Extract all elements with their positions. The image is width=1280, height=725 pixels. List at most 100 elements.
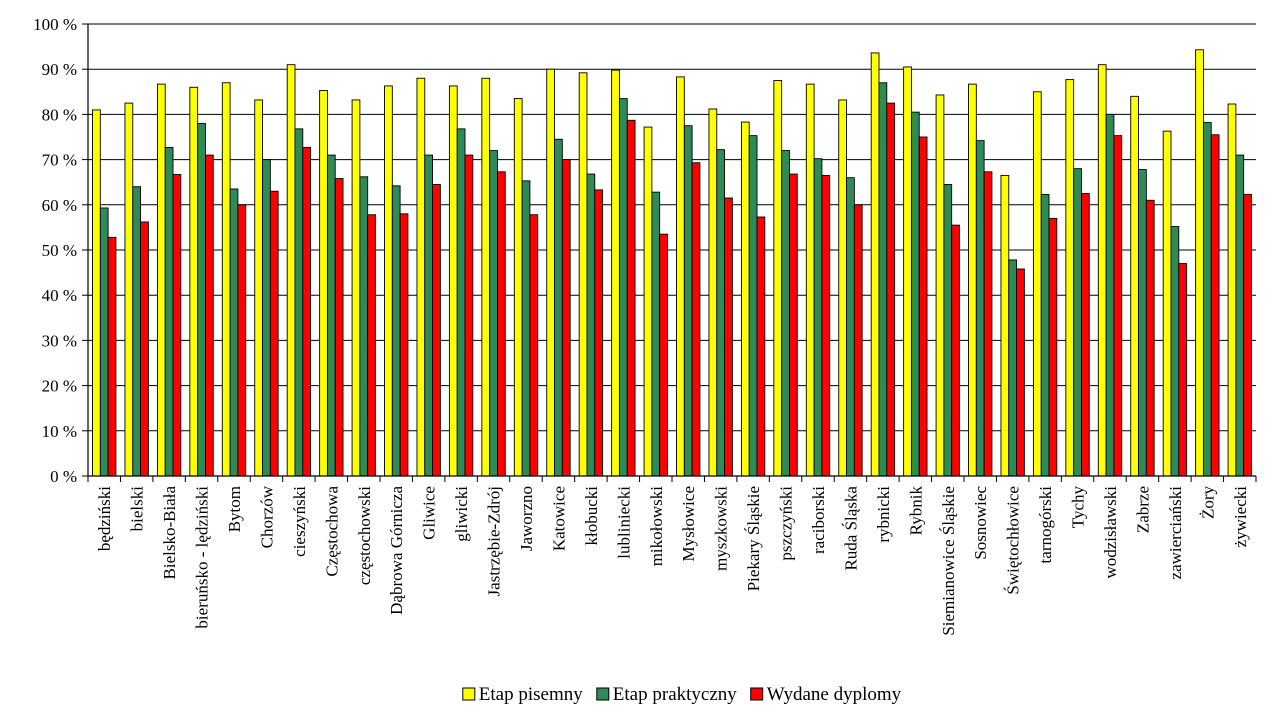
bar <box>870 52 880 477</box>
bar <box>1105 113 1115 477</box>
bar <box>229 188 239 477</box>
y-tick-label: 40 % <box>42 286 77 305</box>
bar <box>1202 122 1212 477</box>
y-tick-label: 20 % <box>42 377 77 396</box>
y-tick-label: 100 % <box>33 15 77 34</box>
bar <box>334 178 344 477</box>
bar <box>262 159 271 477</box>
bar <box>286 64 296 477</box>
bar <box>132 186 142 477</box>
bar <box>1016 268 1025 477</box>
bar <box>626 119 636 477</box>
bar <box>221 82 231 477</box>
bar <box>359 176 369 477</box>
x-tick-label: Ruda Śląska <box>841 486 860 571</box>
bar <box>951 224 960 477</box>
bar <box>172 174 182 477</box>
x-tick-label: Sosnowiec <box>971 486 990 560</box>
x-tick-label: rybnicki <box>874 486 893 543</box>
bar <box>594 189 604 477</box>
bar <box>424 154 434 477</box>
bar <box>416 77 426 477</box>
legend-item: Wydane dyplomy <box>750 684 902 705</box>
legend-swatch <box>462 687 476 701</box>
bar <box>1081 193 1090 477</box>
bar <box>254 99 263 477</box>
bar <box>554 138 563 477</box>
bar <box>1048 217 1058 477</box>
bar <box>391 185 401 477</box>
bar <box>521 180 531 477</box>
x-tick-label: gliwicki <box>452 486 471 542</box>
y-tick-label: 50 % <box>42 241 77 260</box>
bar <box>448 85 458 477</box>
x-tick-label: zawierciański <box>1166 486 1185 580</box>
bar <box>1162 130 1172 477</box>
bar <box>586 173 596 477</box>
bar <box>456 128 466 477</box>
bar <box>789 173 798 477</box>
y-tick-label: 60 % <box>42 196 77 215</box>
bar <box>821 174 831 477</box>
bar <box>691 162 701 477</box>
x-tick-label: Siemianowice Śląskie <box>939 486 958 636</box>
x-tick-label: raciborski <box>809 486 828 554</box>
x-tick-label: Rybnik <box>906 486 925 536</box>
bar <box>1195 49 1204 477</box>
x-tick-label: Tychy <box>1069 486 1088 529</box>
x-tick-label: mikołowski <box>647 486 666 567</box>
x-tick-label: częstochowski <box>355 486 374 585</box>
y-tick-label: 10 % <box>42 422 77 441</box>
x-tick-label: bielski <box>128 486 147 532</box>
bar <box>189 86 199 477</box>
x-tick-label: Mysłowice <box>679 486 698 562</box>
bar <box>756 216 766 477</box>
bar <box>886 102 896 477</box>
bar <box>294 128 304 477</box>
x-tick-label: Katowice <box>549 486 568 551</box>
bar <box>1040 193 1050 477</box>
bar <box>683 125 693 477</box>
y-tick-label: 80 % <box>42 105 77 124</box>
x-tick-label: Chorzów <box>257 485 276 548</box>
bar <box>611 69 620 477</box>
bar <box>99 207 109 477</box>
bar <box>529 214 539 477</box>
y-tick-label: 90 % <box>42 60 77 79</box>
bar <box>1235 154 1245 477</box>
bar <box>838 99 847 477</box>
bar <box>432 184 441 477</box>
bar <box>968 83 977 477</box>
x-tick-label: Świętochłowice <box>1004 486 1023 595</box>
x-tick-label: Jastrzębie-Zdrój <box>485 486 504 596</box>
legend-label: Etap praktyczny <box>613 684 737 705</box>
x-tick-label: tarnogórski <box>1036 486 1055 564</box>
x-tick-label: lubliniecki <box>614 486 633 559</box>
bar <box>92 109 101 477</box>
x-tick-label: bieruńsko - lędziński <box>193 486 212 629</box>
x-tick-label: Zabrze <box>1133 486 1152 533</box>
bar <box>659 233 668 477</box>
bar <box>464 154 474 477</box>
gridlines <box>88 23 1256 432</box>
bar <box>1113 135 1123 477</box>
bar <box>943 184 953 477</box>
bar <box>1227 103 1237 477</box>
bar <box>724 197 733 477</box>
bar <box>326 154 336 477</box>
x-tick-label: wodzisławski <box>1101 486 1120 579</box>
bar <box>918 136 928 477</box>
bar <box>676 76 685 477</box>
bar <box>578 72 588 477</box>
bar <box>546 68 555 477</box>
bars <box>92 49 1252 477</box>
bar <box>651 191 661 477</box>
bar <box>489 150 498 477</box>
bar <box>481 77 491 477</box>
bar <box>197 122 206 477</box>
legend-item: Etap pisemny <box>462 684 583 705</box>
bar <box>1032 91 1042 477</box>
bar <box>1170 226 1180 477</box>
y-tick-label: 30 % <box>42 331 77 350</box>
